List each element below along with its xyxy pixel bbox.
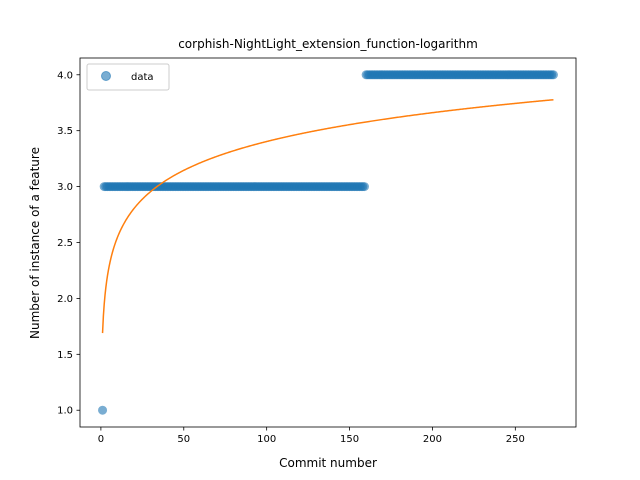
y-axis-ticks: 1.0 1.5 2.0 2.5 3.0 3.5 4.0 xyxy=(57,70,80,417)
x-axis-ticks: 0 50 100 150 200 250 xyxy=(98,427,525,445)
data-point xyxy=(98,405,108,415)
data-point xyxy=(359,182,369,192)
y-tick-label: 2.0 xyxy=(57,294,73,305)
legend-label-data: data xyxy=(131,72,154,83)
x-axis-label: Commit number xyxy=(279,456,377,470)
legend-marker-data xyxy=(101,71,111,81)
y-axis-label: Number of instance of a feature xyxy=(28,147,42,339)
fit-line xyxy=(101,98,554,334)
y-tick-label: 1.5 xyxy=(57,350,73,361)
y-tick-label: 1.0 xyxy=(57,406,73,417)
y-tick-label: 3.0 xyxy=(57,182,73,193)
x-tick-label: 50 xyxy=(177,434,190,445)
legend: data xyxy=(86,63,170,91)
y-tick-label: 3.5 xyxy=(57,126,73,137)
x-tick-label: 100 xyxy=(257,434,276,445)
legend-box xyxy=(86,63,170,91)
data-point xyxy=(548,70,558,80)
x-tick-label: 150 xyxy=(340,434,359,445)
chart-title: corphish-NightLight_extension_function-l… xyxy=(178,37,478,51)
plot-frame xyxy=(79,57,577,428)
plot-content xyxy=(98,70,558,415)
y-tick-label: 2.5 xyxy=(57,238,73,249)
x-tick-label: 250 xyxy=(506,434,525,445)
x-tick-label: 200 xyxy=(423,434,442,445)
x-tick-label: 0 xyxy=(98,434,104,445)
y-tick-label: 4.0 xyxy=(57,70,73,81)
